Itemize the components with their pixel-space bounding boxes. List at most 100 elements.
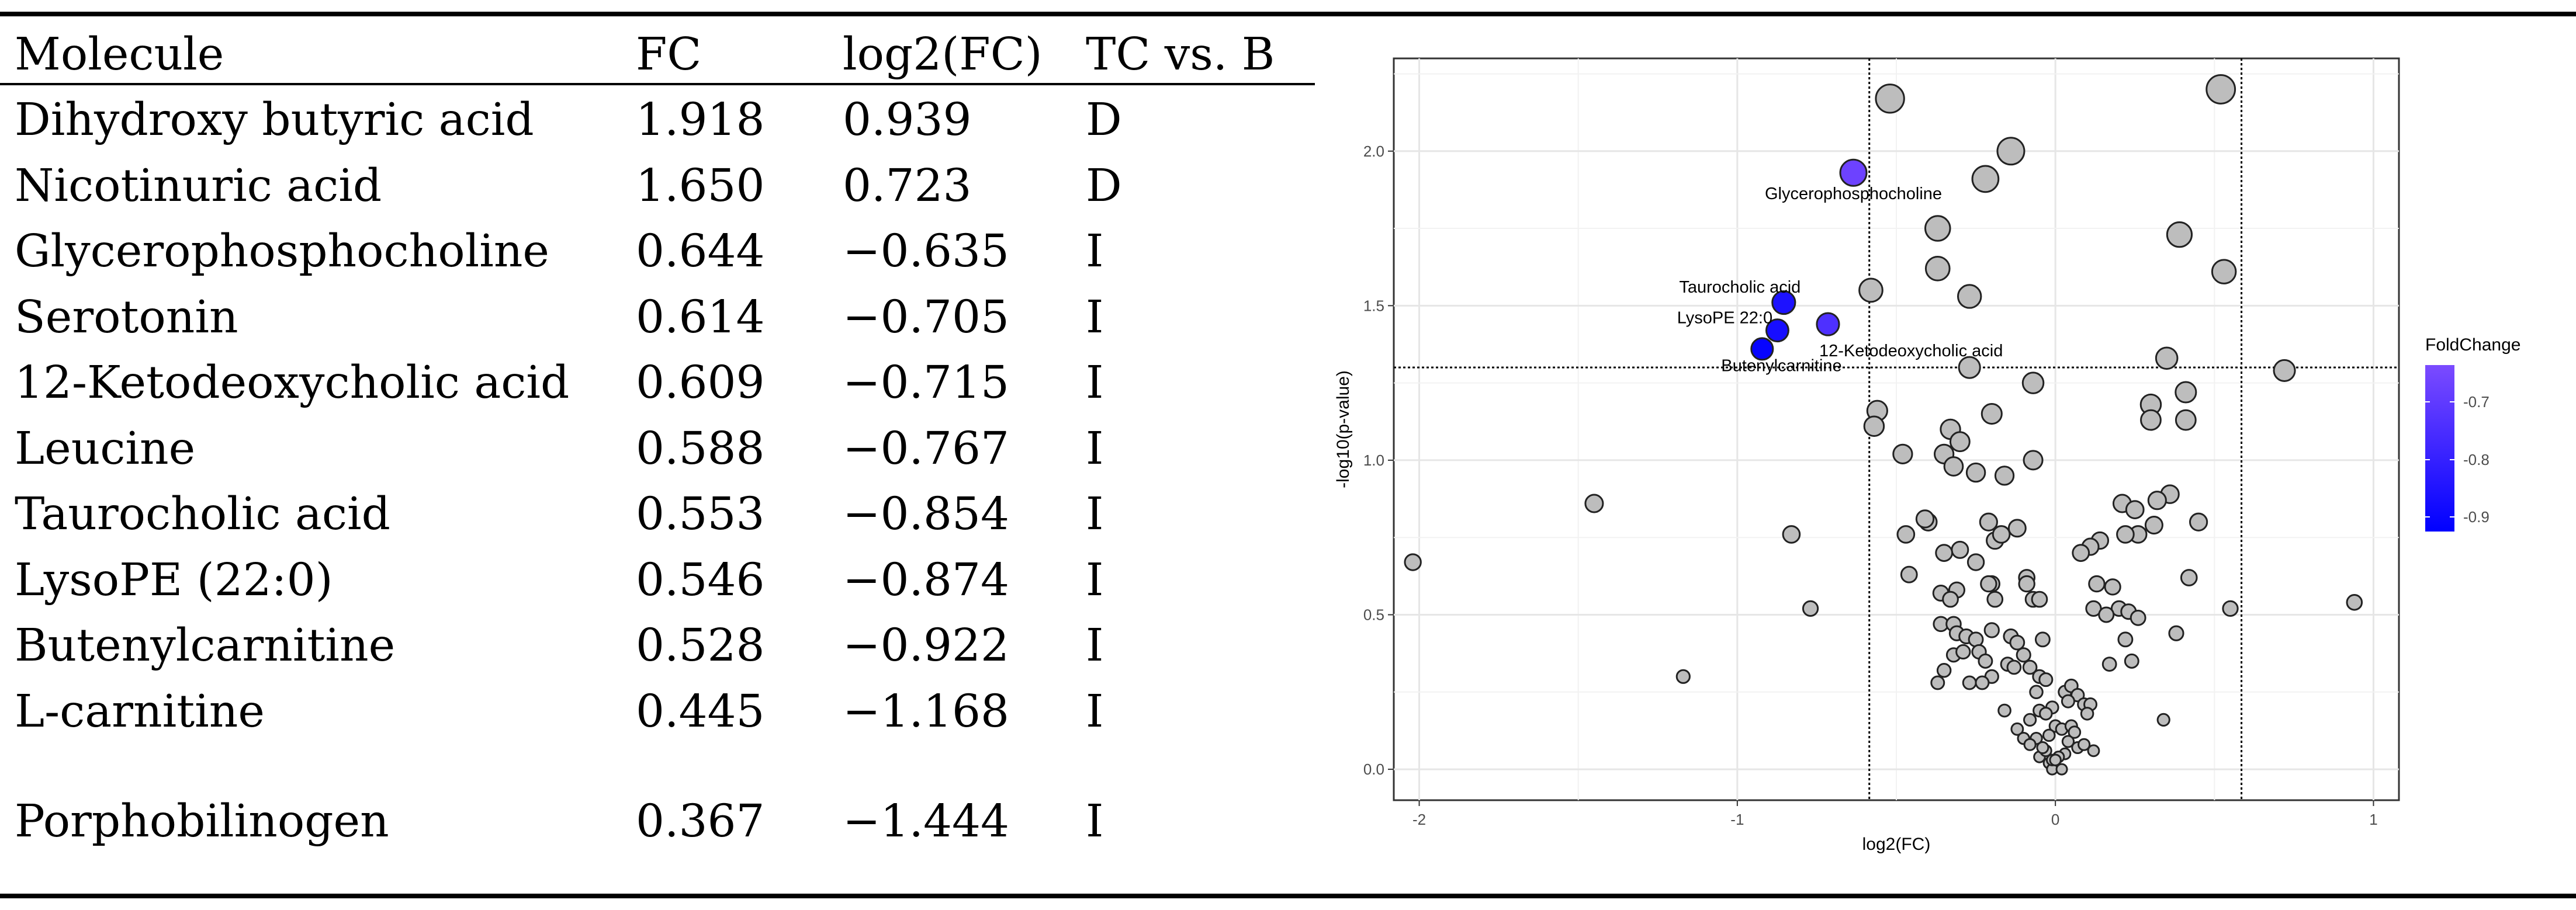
cell-tc-vs_b: I <box>1086 796 1104 848</box>
data-point <box>2175 381 2197 404</box>
highlighted-point <box>1839 158 1868 187</box>
data-point <box>1782 525 1801 544</box>
volcano-plot: Glycerophosphocholine Taurocholic acid Lys… <box>1334 57 2520 854</box>
data-point <box>2039 707 2053 721</box>
cell-fc: 0.553 <box>636 488 765 540</box>
data-point <box>1935 544 1954 562</box>
data-point <box>1997 703 2011 718</box>
header-log2fc: log2(FC) <box>843 29 1043 81</box>
data-point <box>2098 606 2115 623</box>
legend-label: -0.7 <box>2463 393 2490 411</box>
data-point <box>1981 402 2003 425</box>
data-point <box>1980 575 1997 593</box>
data-points <box>1404 74 2363 776</box>
data-point <box>2101 657 2117 672</box>
data-point <box>1404 553 1422 571</box>
data-point <box>1892 443 1913 464</box>
data-point <box>1942 591 1959 608</box>
highlighted-point <box>1750 337 1774 361</box>
data-point <box>2023 713 2037 727</box>
data-point <box>1979 512 1998 532</box>
cell-tc-vs_b: I <box>1086 357 1104 409</box>
data-point <box>2156 713 2170 727</box>
cell-fc: 0.609 <box>636 357 765 409</box>
point-label: Butenylcarnitine <box>1721 356 1841 375</box>
data-point <box>2010 722 2024 736</box>
data-point <box>2034 631 2051 648</box>
cell-fc: 0.528 <box>636 620 765 672</box>
header-fc: FC <box>636 29 702 81</box>
cell-log2fc: −1.168 <box>843 685 1009 738</box>
data-point <box>2061 735 2075 748</box>
point-label: Taurocholic acid <box>1679 278 1801 297</box>
data-point <box>1949 431 1971 453</box>
cell-fc: 1.650 <box>636 159 765 212</box>
y-tick-label: 0.5 <box>1363 606 1384 624</box>
data-point <box>1896 525 1916 544</box>
data-point <box>1996 137 2026 166</box>
axes: -2 -1 0 1 0.0 0.5 1.0 1.5 2.0 <box>1363 143 2378 828</box>
cell-log2fc: 0.723 <box>843 159 972 212</box>
cell-fc: 0.644 <box>636 225 765 277</box>
point-label: Glycerophosphocholine <box>1765 185 1942 203</box>
x-tick-label: -2 <box>1412 811 1426 828</box>
data-point <box>1978 653 1993 669</box>
data-point <box>2072 544 2090 562</box>
header-molecule: Molecule <box>15 29 224 81</box>
data-point <box>2009 634 2026 651</box>
cell-log2fc: −0.922 <box>843 620 1009 672</box>
data-point <box>2124 653 2139 669</box>
data-point <box>2205 74 2236 105</box>
cell-molecule: Dihydroxy butyric acid <box>15 94 534 146</box>
cell-molecule: Porphobilinogen <box>15 796 389 848</box>
data-point <box>2068 725 2082 739</box>
data-point <box>1936 663 1952 678</box>
data-point <box>2088 575 2106 593</box>
data-point <box>1962 675 1977 690</box>
data-point <box>2042 728 2056 742</box>
cell-log2fc: −0.715 <box>843 357 1009 409</box>
data-point <box>2078 738 2091 751</box>
data-point <box>2021 371 2045 394</box>
cell-tc-vs_b: D <box>1086 159 1122 212</box>
data-point <box>1966 553 1985 571</box>
data-point <box>2087 744 2100 758</box>
cell-log2fc: −0.705 <box>843 291 1009 343</box>
cell-log2fc: −0.874 <box>843 554 1009 606</box>
legend-label: -0.8 <box>2463 451 2490 468</box>
y-tick-label: 2.0 <box>1363 143 1384 160</box>
cell-log2fc: −0.767 <box>843 422 1009 475</box>
data-point <box>2155 346 2179 370</box>
cell-fc: 0.546 <box>636 554 765 606</box>
cell-molecule: Butenylcarnitine <box>15 620 396 672</box>
x-tick-label: -1 <box>1730 811 1744 828</box>
data-point <box>1802 600 1819 617</box>
cell-log2fc: −1.444 <box>843 796 1009 848</box>
data-point <box>2061 694 2075 708</box>
cell-tc-vs_b: I <box>1086 488 1104 540</box>
data-point <box>2117 631 2134 648</box>
data-point <box>2023 450 2044 471</box>
data-point <box>2130 609 2146 626</box>
data-point <box>2116 525 2135 544</box>
cell-molecule: LysoPE (22:0) <box>15 554 333 606</box>
y-tick-label: 1.0 <box>1363 451 1384 469</box>
x-axis-label: log2(FC) <box>1862 835 1931 854</box>
data-point <box>1875 84 1905 114</box>
cell-tc-vs_b: I <box>1086 554 1104 606</box>
data-point <box>2144 516 2163 535</box>
data-point <box>2007 519 2027 538</box>
legend-ticks: -0.7 -0.8 -0.9 <box>2425 393 2490 526</box>
data-point <box>1930 675 1945 690</box>
cell-molecule: L-carnitine <box>15 685 265 738</box>
data-point <box>1983 622 2000 638</box>
cell-fc: 0.588 <box>636 422 765 475</box>
x-tick-label: 0 <box>2051 811 2059 828</box>
data-point <box>1957 284 1982 309</box>
top-rule <box>0 12 2576 16</box>
data-point <box>1858 277 1883 303</box>
highlighted-point <box>1816 312 1840 336</box>
point-labels: Glycerophosphocholine Taurocholic acid Lys… <box>1677 185 2003 376</box>
data-point <box>2031 591 2048 608</box>
data-point <box>2018 575 2035 593</box>
